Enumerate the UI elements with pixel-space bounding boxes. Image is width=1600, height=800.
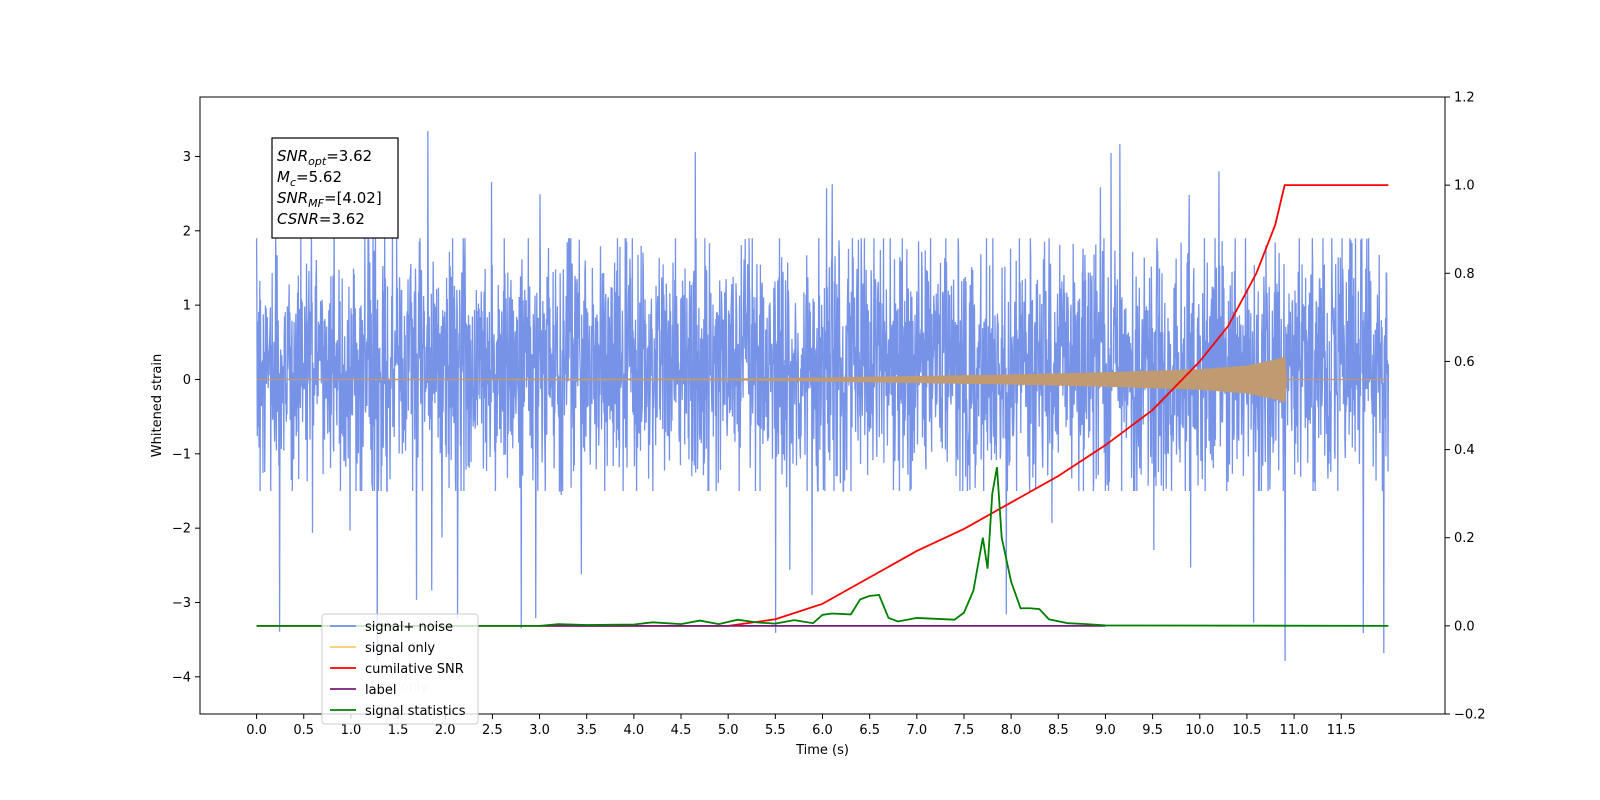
y-right-tick-label: 0.2 <box>1454 531 1475 546</box>
x-tick-label: 3.5 <box>576 723 597 738</box>
noise-series-layer <box>255 131 1390 661</box>
x-tick-label: 10.5 <box>1232 723 1261 738</box>
y-right-tick-label: 0.4 <box>1454 443 1475 458</box>
legend-entry: signal statistics <box>365 704 466 719</box>
x-tick-label: 11.0 <box>1280 723 1309 738</box>
x-tick-label: 10.0 <box>1185 723 1214 738</box>
x-tick-label: 6.5 <box>859 723 880 738</box>
y-right-tick-label: 1.2 <box>1454 91 1475 106</box>
y-left-tick-label: 0 <box>183 373 191 388</box>
legend-frame <box>321 613 479 725</box>
y-left-axis-ticks: −4 −3 −2 −1 0 1 2 3 <box>172 150 200 685</box>
x-tick-label: 7.0 <box>906 723 927 738</box>
legend-entry: label <box>365 683 396 698</box>
x-tick-label: 0.5 <box>293 723 314 738</box>
noise-line <box>255 131 1390 661</box>
x-tick-label: 2.0 <box>435 723 456 738</box>
right-axis-series-layer <box>256 184 1389 627</box>
x-tick-label: 6.0 <box>812 723 833 738</box>
y-axis-label: Whitened strain <box>150 354 165 457</box>
y-left-tick-label: 2 <box>183 224 191 239</box>
y-left-tick-label: −3 <box>172 596 191 611</box>
annotation-line: Mc=5.62 <box>277 168 342 189</box>
x-tick-label: 5.0 <box>718 723 739 738</box>
y-right-tick-label: 0.0 <box>1454 619 1475 634</box>
chirp-series-layer <box>256 356 1389 403</box>
cumilative-snr-line <box>256 184 1389 627</box>
legend-entry: signal+ noise <box>365 620 453 635</box>
y-left-tick-label: 3 <box>183 150 191 165</box>
y-right-axis-ticks: −0.2 0.0 0.2 0.4 0.6 0.8 1.0 1.2 <box>1445 91 1486 723</box>
signal-statistics-line <box>256 467 1389 627</box>
x-tick-label: 3.0 <box>529 723 550 738</box>
y-left-tick-label: 1 <box>183 299 191 314</box>
annotation-line: SNRopt=3.62 <box>277 147 372 168</box>
x-tick-label: 11.5 <box>1327 723 1356 738</box>
y-right-tick-label: −0.2 <box>1454 708 1486 723</box>
y-left-tick-label: −4 <box>172 670 191 685</box>
annotation-line: SNRMF=[4.02] <box>277 189 382 210</box>
chirp-band <box>256 356 1389 403</box>
annotation-line: CSNR=3.62 <box>277 210 365 228</box>
legend-entry: cumilative SNR <box>365 662 464 677</box>
x-tick-label: 0.0 <box>246 723 267 738</box>
y-left-tick-label: −2 <box>172 522 191 537</box>
x-tick-label: 1.0 <box>341 723 362 738</box>
y-left-tick-label: −1 <box>172 447 191 462</box>
x-tick-label: 2.5 <box>482 723 503 738</box>
annotation-box-frame <box>271 137 399 239</box>
x-tick-label: 8.5 <box>1048 723 1069 738</box>
x-tick-label: 4.5 <box>671 723 692 738</box>
y-right-tick-label: 0.6 <box>1454 355 1475 370</box>
x-tick-label: 9.0 <box>1095 723 1116 738</box>
y-right-tick-label: 1.0 <box>1454 179 1475 194</box>
legend-entry: signal only <box>365 641 435 656</box>
y-right-tick-label: 0.8 <box>1454 267 1475 282</box>
x-tick-label: 5.5 <box>765 723 786 738</box>
x-tick-label: 8.0 <box>1001 723 1022 738</box>
x-axis-label: Time (s) <box>795 743 849 758</box>
x-tick-label: 4.0 <box>624 723 645 738</box>
x-axis-ticks: 0.0 0.5 1.0 1.5 2.0 2.5 3.0 3.5 4.0 4.5 5.0 5.5 6.0 6… <box>246 714 1356 738</box>
x-tick-label: 7.5 <box>954 723 975 738</box>
x-tick-label: 1.5 <box>388 723 409 738</box>
x-tick-label: 9.5 <box>1142 723 1163 738</box>
